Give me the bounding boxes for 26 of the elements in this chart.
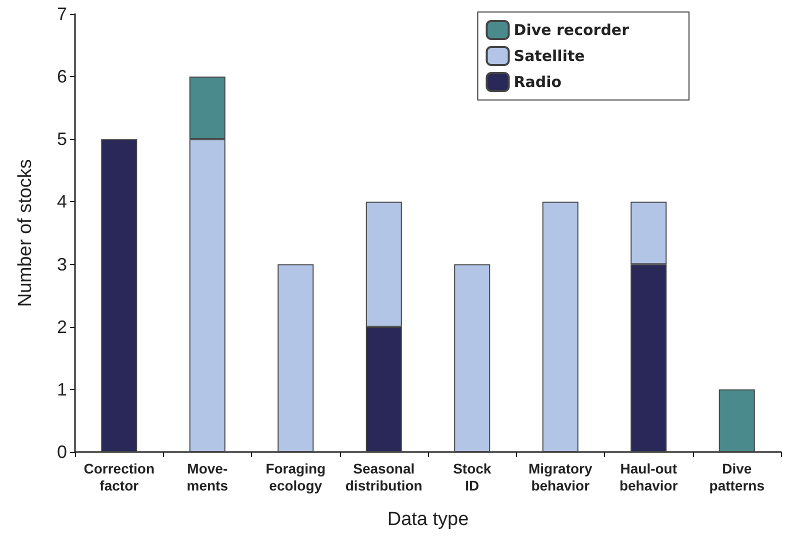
- y-tick-label: 2: [56, 316, 67, 337]
- legend-label: Radio: [514, 73, 562, 91]
- y-tick-label: 3: [56, 254, 67, 274]
- bar: [454, 264, 490, 452]
- bar: [542, 202, 578, 452]
- y-tick-label: 7: [56, 4, 67, 24]
- y-tick-label: 4: [56, 192, 67, 212]
- x-tick-label: Seasonal distribution: [345, 460, 422, 494]
- bar: [278, 264, 314, 452]
- legend-label: Satellite: [514, 47, 585, 65]
- x-tick-label: Correction factor: [84, 460, 155, 494]
- x-tick-label: Dive patterns: [709, 460, 765, 494]
- x-tick-label: Migratory behavior: [528, 460, 592, 494]
- y-tick-label: 0: [56, 442, 67, 462]
- x-axis-title: Data type: [387, 509, 469, 530]
- x-tick-label: Stock ID: [453, 460, 492, 494]
- legend-label: Dive recorder: [514, 21, 630, 39]
- y-tick-label: 5: [56, 129, 67, 150]
- y-tick-label: 1: [56, 379, 67, 400]
- x-tick-label: Haul-out behavior: [619, 460, 678, 494]
- x-tick-label: Move- ments: [186, 460, 228, 494]
- y-axis-title: Number of stocks: [15, 159, 36, 307]
- bar: [718, 389, 755, 452]
- y-tick-label: 6: [56, 66, 67, 87]
- x-tick-label: Foraging ecology: [266, 460, 326, 494]
- bar: [101, 139, 138, 452]
